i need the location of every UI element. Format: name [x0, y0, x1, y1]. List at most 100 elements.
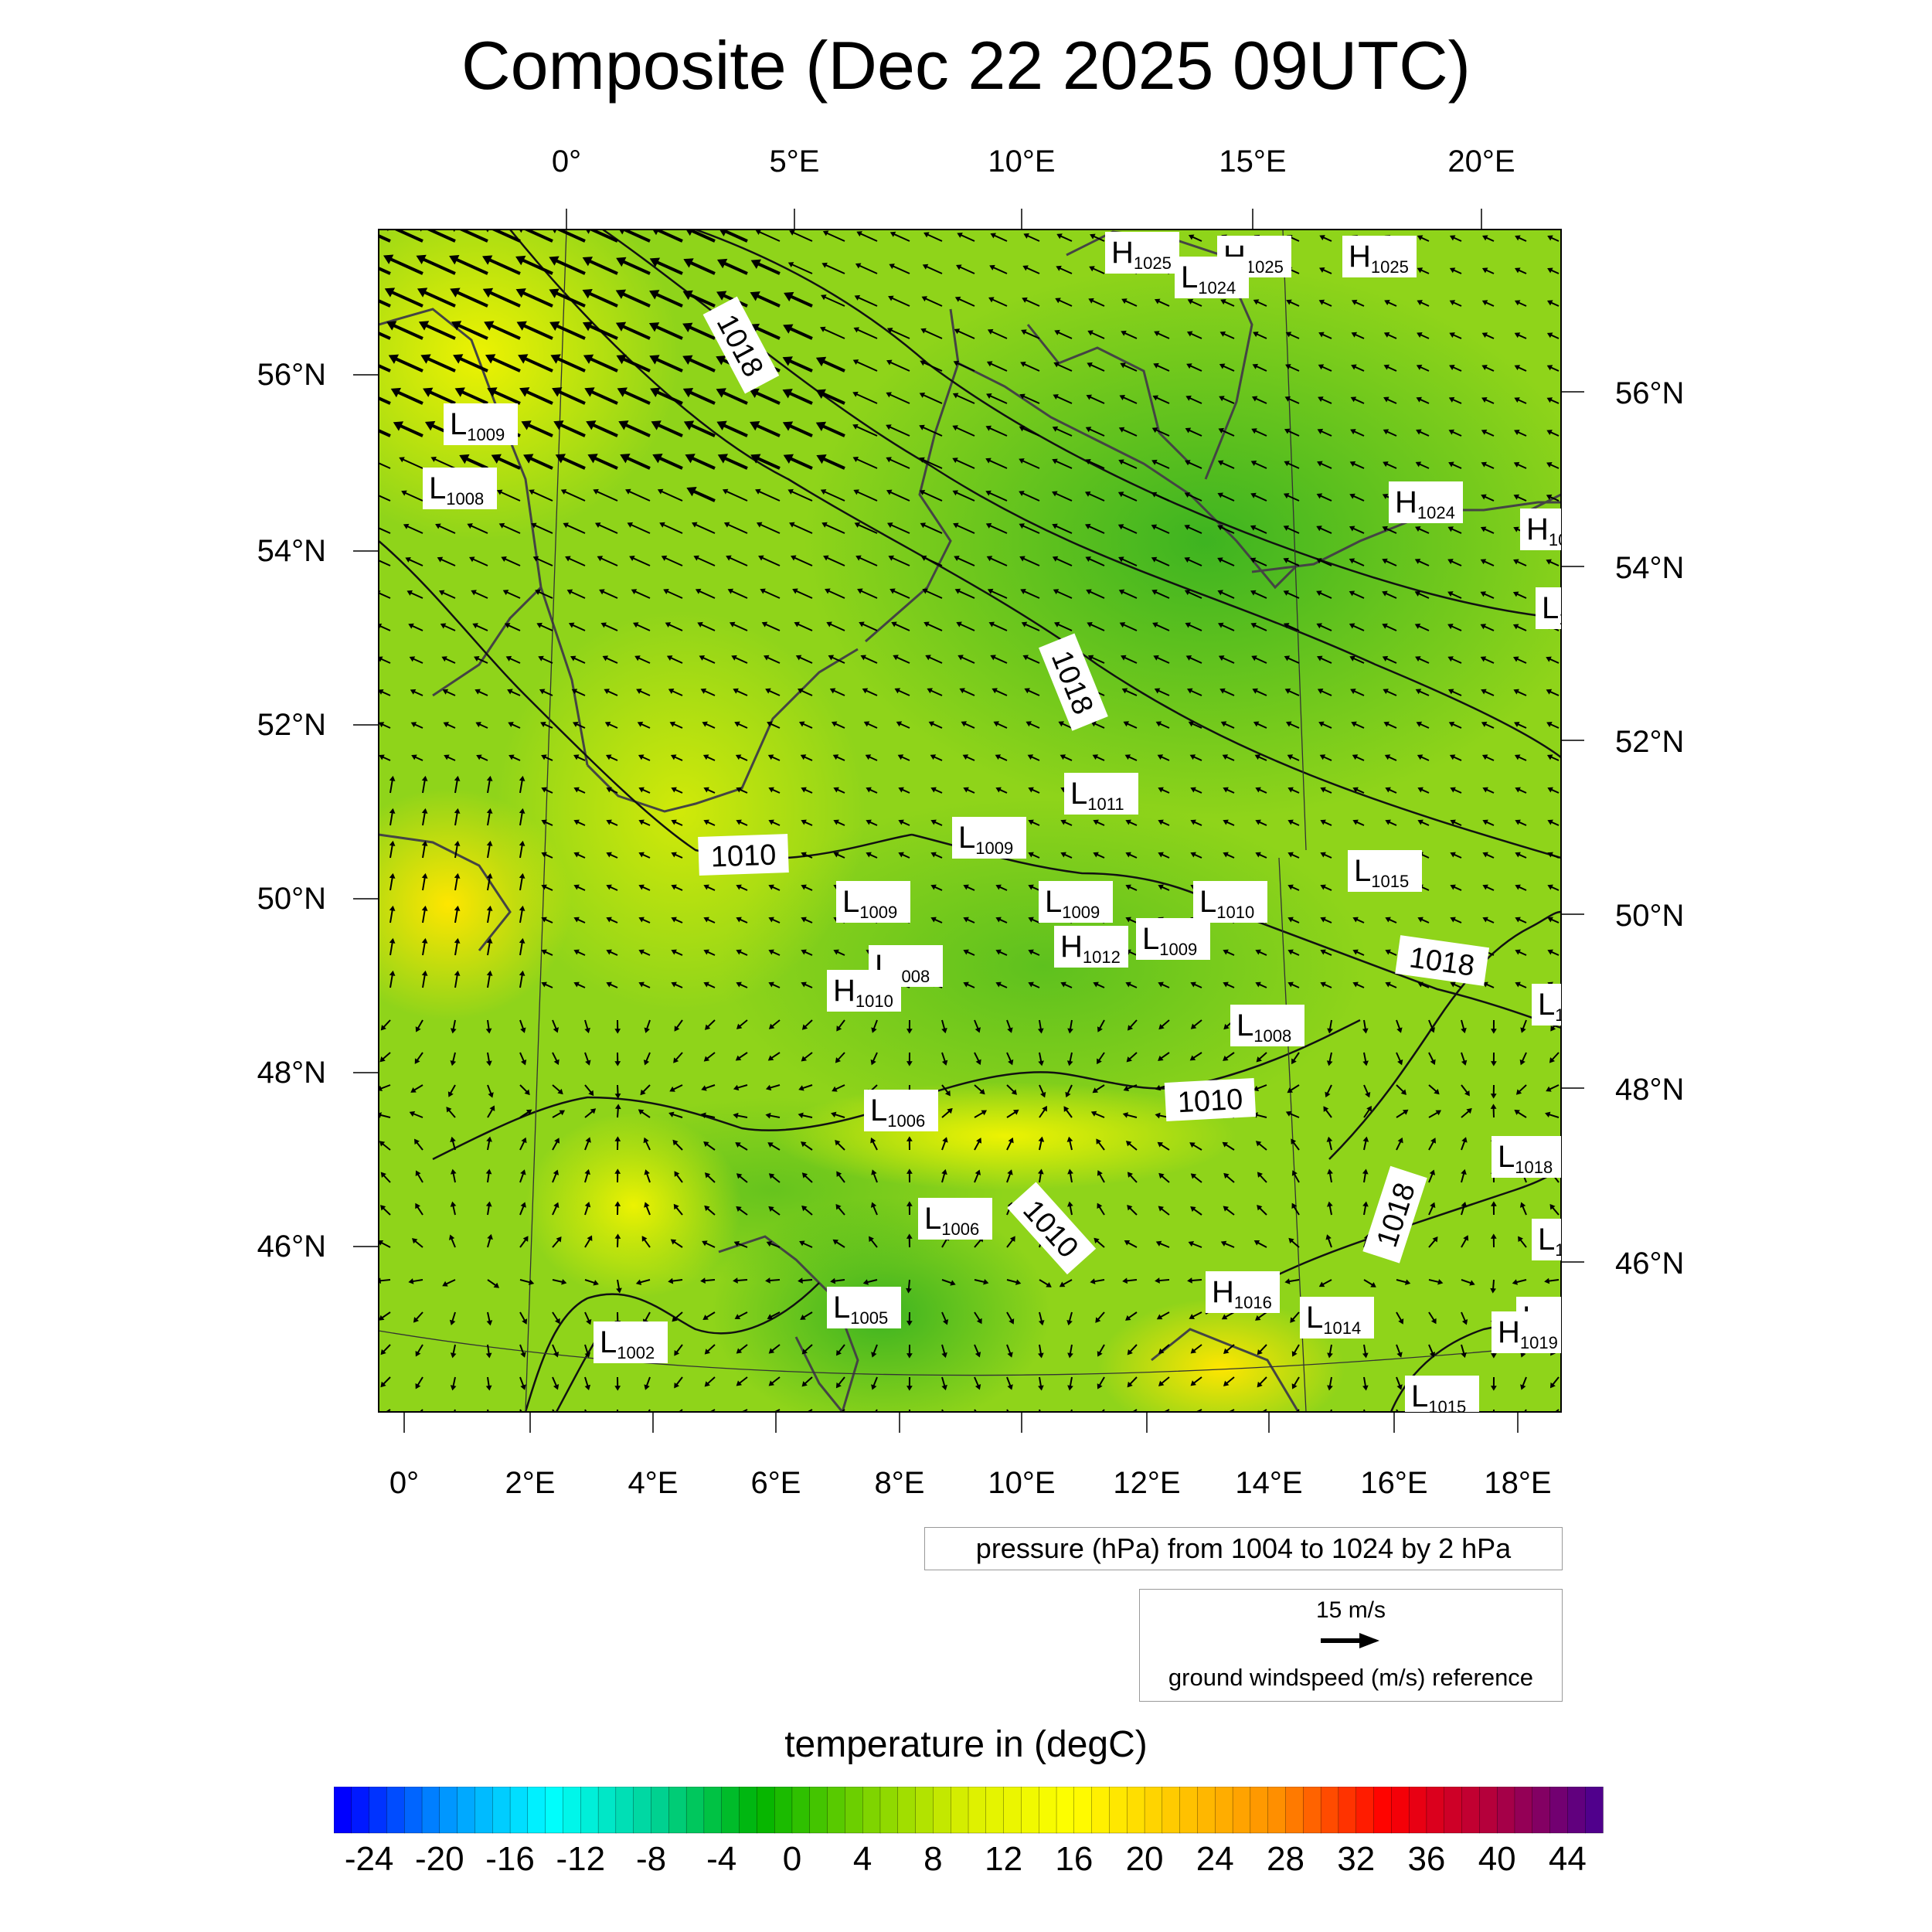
- wind-arrow: [461, 390, 488, 405]
- wind-arrow-head: [1157, 754, 1164, 760]
- wind-arrow-head: [1153, 362, 1159, 369]
- colorbar-cell: [527, 1787, 546, 1834]
- wind-arrow: [584, 1206, 589, 1216]
- wind-arrow-head: [1481, 267, 1488, 274]
- wind-arrow-head: [700, 1112, 706, 1119]
- wind-arrow-head: [1125, 917, 1131, 923]
- wind-arrow: [923, 492, 943, 502]
- wind-arrow: [577, 886, 586, 891]
- wind-arrow-head: [1481, 494, 1487, 500]
- wind-arrow: [798, 623, 813, 631]
- wind-arrow-head: [1480, 526, 1487, 532]
- wind-arrow-head: [643, 1060, 650, 1066]
- wind-arrow-head: [1449, 332, 1455, 338]
- wind-arrow: [1221, 526, 1235, 534]
- wind-arrow: [1320, 624, 1332, 631]
- wind-arrow: [446, 1279, 456, 1285]
- wind-arrow-head: [606, 917, 612, 923]
- wind-arrow: [417, 1206, 423, 1216]
- wind-arrow-head: [1063, 1106, 1070, 1112]
- low-pressure-label: L1009: [836, 881, 910, 923]
- wind-arrow: [1320, 657, 1332, 664]
- wind-arrow-head: [526, 1109, 532, 1115]
- wind-arrow-head: [1039, 1418, 1044, 1423]
- wind-arrow-head: [702, 721, 708, 727]
- wind-arrow-head: [1287, 1087, 1294, 1094]
- wind-arrow: [427, 357, 456, 372]
- wind-arrow-head: [1040, 1091, 1046, 1098]
- colorbar-cell: [703, 1787, 723, 1834]
- wind-arrow: [382, 723, 391, 729]
- wind-arrow: [530, 457, 553, 470]
- wind-arrow-head: [417, 287, 428, 298]
- wind-arrow-head: [952, 425, 958, 431]
- left-lat-label: 54°N: [257, 534, 326, 568]
- wind-arrow-head: [993, 721, 1000, 727]
- wind-arrow-head: [386, 321, 397, 331]
- wind-arrow-head: [1287, 949, 1294, 955]
- wind-arrow-head: [1158, 884, 1164, 890]
- wind-arrow-head: [421, 840, 428, 846]
- wind-arrow-head: [1255, 981, 1261, 988]
- wind-arrow: [765, 623, 781, 631]
- wind-arrow-head: [538, 655, 544, 662]
- wind-arrow: [646, 1019, 651, 1029]
- wind-arrow-head: [435, 523, 441, 529]
- wind-arrow-head: [1187, 298, 1194, 304]
- wind-arrow: [902, 788, 910, 794]
- wind-arrow: [1328, 1376, 1332, 1386]
- wind-arrow: [1549, 561, 1560, 566]
- wind-arrow-head: [1028, 819, 1034, 825]
- wind-arrow-head: [1221, 1314, 1228, 1320]
- wind-arrow: [422, 910, 426, 923]
- wind-arrow-head: [1364, 1418, 1369, 1423]
- wind-arrow: [992, 623, 1008, 631]
- wind-arrow: [409, 559, 423, 566]
- wind-arrow: [1418, 658, 1430, 664]
- wind-arrow-head: [474, 656, 480, 662]
- wind-arrow: [584, 1052, 589, 1062]
- wind-arrow-head: [995, 754, 1002, 760]
- wind-arrow: [1326, 1084, 1332, 1094]
- wind-arrow: [764, 590, 781, 599]
- wind-arrow-head: [782, 389, 793, 399]
- wind-arrow: [838, 1376, 845, 1386]
- wind-arrow-head: [1414, 558, 1421, 564]
- wind-arrow-head: [674, 1171, 680, 1177]
- wind-arrow: [383, 1019, 391, 1028]
- wind-arrow: [869, 756, 878, 761]
- wind-arrow-head: [1120, 362, 1126, 369]
- wind-arrow: [926, 266, 943, 274]
- colorbar-cell: [1215, 1787, 1233, 1834]
- wind-arrow: [417, 1052, 423, 1061]
- wind-arrow-head: [1122, 1112, 1129, 1118]
- wind-arrow-head: [474, 689, 481, 695]
- wind-arrow-head: [859, 621, 865, 628]
- wind-arrow: [543, 690, 553, 696]
- wind-arrow-head: [421, 937, 428, 944]
- wind-arrow-head: [1117, 524, 1124, 530]
- wind-arrow: [1330, 1409, 1332, 1412]
- wind-arrow-head: [941, 1352, 947, 1359]
- wind-arrow: [640, 1279, 651, 1284]
- wind-arrow: [1193, 1376, 1202, 1384]
- wind-arrow: [934, 853, 943, 859]
- wind-arrow-head: [1550, 1026, 1556, 1032]
- wind-arrow-head: [515, 255, 526, 266]
- wind-arrow: [1253, 559, 1267, 566]
- wind-arrow-head: [1416, 429, 1422, 435]
- wind-arrow: [706, 1311, 716, 1318]
- wind-arrow: [487, 1409, 489, 1412]
- wind-arrow: [932, 723, 943, 729]
- wind-arrow-head: [1028, 917, 1034, 923]
- wind-arrow: [991, 331, 1008, 339]
- wind-arrow: [1255, 657, 1267, 664]
- wind-arrow: [837, 821, 845, 826]
- wind-arrow: [838, 1019, 845, 1029]
- wind-arrow-head: [486, 1060, 492, 1066]
- wind-arrow: [772, 886, 781, 891]
- wind-arrow-head: [894, 688, 901, 694]
- wind-arrow-head: [1429, 1352, 1436, 1358]
- wind-arrow-head: [493, 1282, 500, 1288]
- wind-arrow-head: [1320, 787, 1326, 793]
